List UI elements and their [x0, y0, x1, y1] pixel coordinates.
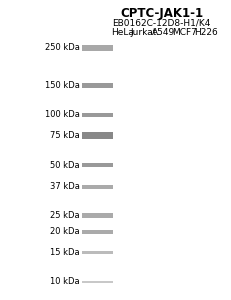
Text: Jurkat: Jurkat [130, 28, 156, 37]
Bar [82, 45, 113, 51]
Text: EB0162C-12D8-H1/K4: EB0162C-12D8-H1/K4 [112, 18, 211, 27]
Bar [82, 163, 113, 167]
Bar [82, 112, 113, 117]
Text: 25 kDa: 25 kDa [50, 211, 80, 220]
Bar [82, 281, 113, 283]
Text: 20 kDa: 20 kDa [50, 227, 80, 236]
Text: 100 kDa: 100 kDa [45, 110, 80, 119]
Bar [82, 132, 113, 139]
Bar [82, 185, 113, 189]
Text: 50 kDa: 50 kDa [50, 160, 80, 169]
Bar [82, 230, 113, 234]
Text: 10 kDa: 10 kDa [50, 278, 80, 286]
Bar [82, 213, 113, 218]
Text: 15 kDa: 15 kDa [50, 248, 80, 257]
Text: 75 kDa: 75 kDa [50, 131, 80, 140]
Bar [82, 83, 113, 88]
Text: HeLa: HeLa [111, 28, 134, 37]
Bar [82, 251, 113, 254]
Text: H226: H226 [194, 28, 217, 37]
Text: 37 kDa: 37 kDa [50, 182, 80, 191]
Text: 150 kDa: 150 kDa [45, 81, 80, 90]
Text: A549: A549 [152, 28, 176, 37]
Text: CPTC-JAK1-1: CPTC-JAK1-1 [120, 8, 203, 20]
Text: MCF7: MCF7 [172, 28, 197, 37]
Text: 250 kDa: 250 kDa [45, 44, 80, 52]
